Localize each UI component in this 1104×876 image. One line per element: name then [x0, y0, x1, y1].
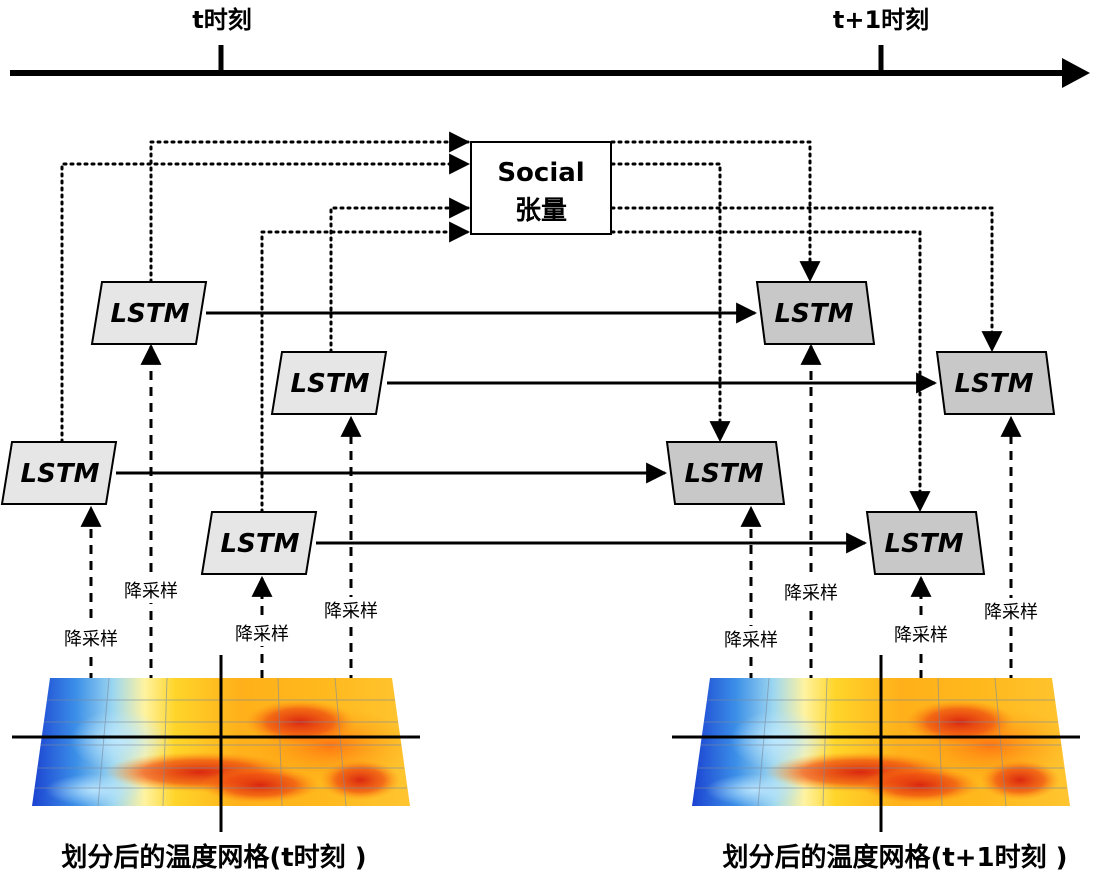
- pool-out-1: [610, 140, 821, 283]
- lstm-t-1: LSTM: [90, 281, 208, 345]
- lstm-t1-2-label: LSTM: [955, 369, 1034, 399]
- pool-in-2: [60, 153, 471, 444]
- lstm-t1-3: LSTM: [665, 441, 786, 505]
- caption-left: 划分后的温度网格(t时刻 ): [61, 842, 366, 873]
- heatmap-t: [12, 655, 420, 832]
- pool-in-4: [260, 221, 471, 514]
- heatmap-t1: [672, 655, 1080, 832]
- lstm-t1-2: LSTM: [935, 351, 1056, 415]
- pooling-connections: [60, 131, 1003, 514]
- ds-label-3: 降采样: [235, 624, 289, 645]
- pool-out-4: [610, 230, 931, 513]
- timeline-arrowhead: [1062, 58, 1090, 88]
- ds-label-1: 降采样: [124, 581, 178, 602]
- pool-in-1: [149, 131, 471, 284]
- timeline-label-t: t时刻: [192, 6, 251, 34]
- lstm-cells-t: LSTM LSTM LSTM LSTM: [0, 281, 388, 575]
- lstm-t1-1: LSTM: [755, 281, 876, 345]
- lstm-t-2-label: LSTM: [291, 369, 370, 399]
- caption-right: 划分后的温度网格(t+1时刻 ): [722, 842, 1067, 873]
- timeline: t时刻 t+1时刻: [10, 6, 1090, 88]
- social-line1: Social: [497, 158, 584, 188]
- ds-label-8: 降采样: [984, 602, 1038, 623]
- ds-label-4: 降采样: [324, 601, 378, 622]
- timeline-label-t1: t+1时刻: [833, 6, 929, 34]
- lstm-t-1-label: LSTM: [111, 299, 190, 329]
- lstm-t-3-label: LSTM: [21, 459, 100, 489]
- ds-label-7: 降采样: [894, 625, 948, 646]
- ds-label-5: 降采样: [784, 583, 838, 604]
- lstm-t-3: LSTM: [0, 441, 118, 505]
- pool-in-3: [329, 197, 471, 354]
- social-line2: 张量: [515, 196, 567, 226]
- lstm-t-2: LSTM: [270, 351, 388, 415]
- lstm-t1-1-label: LSTM: [775, 299, 854, 329]
- downsample-labels: 降采样 降采样 降采样 降采样 降采样 降采样 降采样 降采样: [56, 577, 1046, 652]
- ds-label-6: 降采样: [724, 630, 778, 651]
- lstm-t1-3-label: LSTM: [685, 459, 764, 489]
- lstm-t1-4: LSTM: [865, 511, 986, 575]
- ds-label-2: 降采样: [64, 629, 118, 650]
- lstm-cells-t1: LSTM LSTM LSTM LSTM: [665, 281, 1056, 575]
- pool-out-3: [610, 206, 1003, 353]
- temporal-arrows: [116, 302, 938, 554]
- lstm-t1-4-label: LSTM: [885, 529, 964, 559]
- lstm-t-4-label: LSTM: [221, 529, 300, 559]
- pool-out-2: [610, 162, 731, 443]
- lstm-t-4: LSTM: [200, 511, 318, 575]
- social-tensor-box: Social 张量: [470, 141, 612, 235]
